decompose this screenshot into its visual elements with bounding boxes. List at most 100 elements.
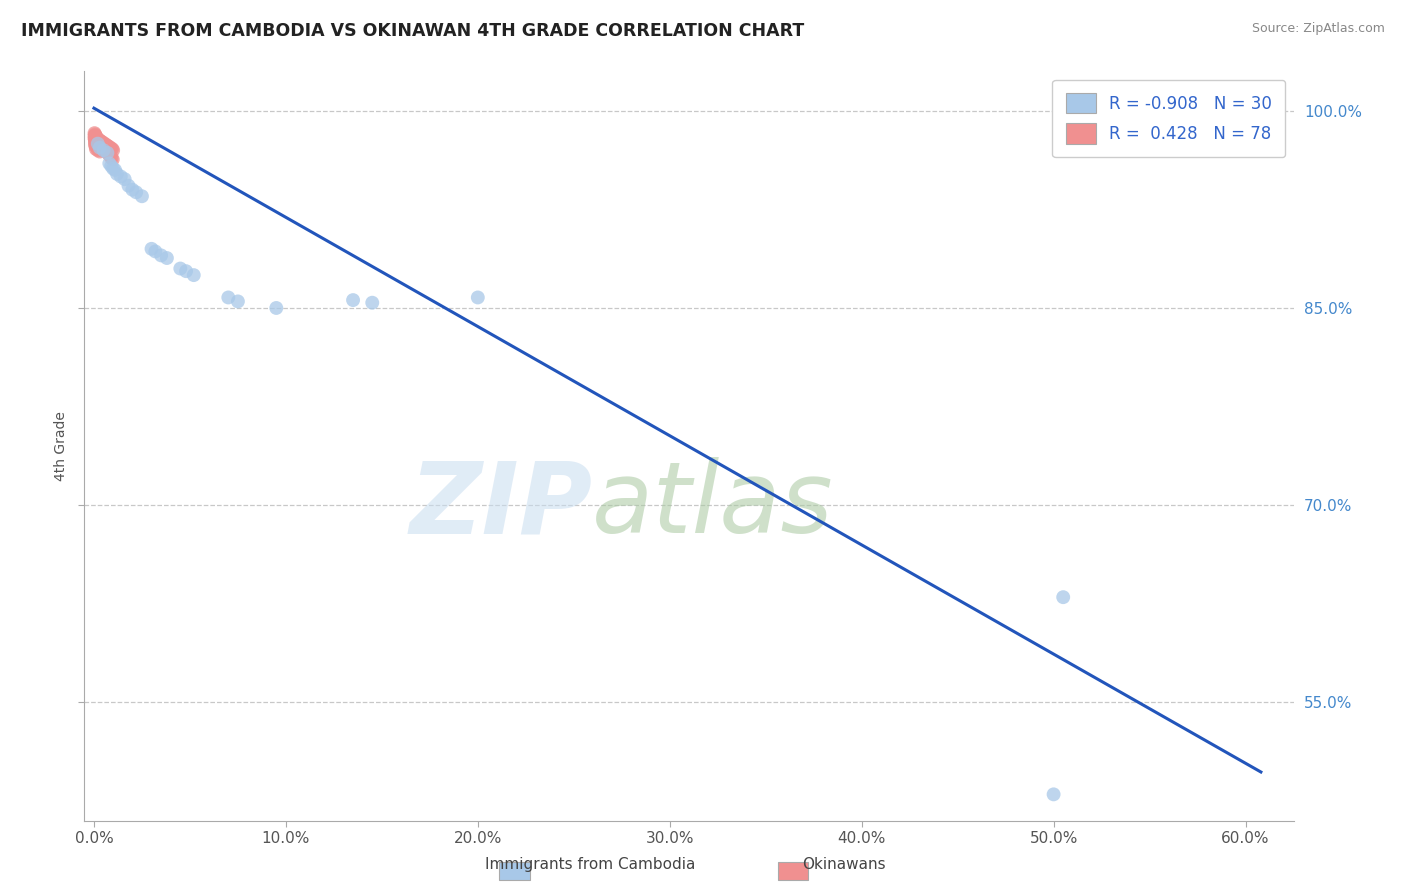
Point xyxy=(97,139,120,153)
Point xyxy=(93,142,115,156)
Point xyxy=(87,133,110,147)
Point xyxy=(84,136,107,150)
Point xyxy=(93,136,115,151)
Point xyxy=(1042,788,1064,802)
Point xyxy=(226,294,249,309)
Point xyxy=(96,139,118,153)
Point xyxy=(98,148,121,162)
Point xyxy=(90,140,112,154)
Point xyxy=(84,133,107,147)
Point xyxy=(145,244,167,259)
Point xyxy=(217,290,239,304)
Point xyxy=(84,134,107,148)
Point xyxy=(90,136,112,151)
Point xyxy=(84,136,107,151)
Point xyxy=(101,142,124,156)
Point xyxy=(101,153,124,167)
Point xyxy=(84,139,107,153)
Point xyxy=(131,189,153,203)
Text: ZIP: ZIP xyxy=(409,458,592,555)
Text: Source: ZipAtlas.com: Source: ZipAtlas.com xyxy=(1251,22,1385,36)
Text: IMMIGRANTS FROM CAMBODIA VS OKINAWAN 4TH GRADE CORRELATION CHART: IMMIGRANTS FROM CAMBODIA VS OKINAWAN 4TH… xyxy=(21,22,804,40)
Point xyxy=(94,143,117,157)
Point xyxy=(266,301,288,315)
Point xyxy=(89,134,111,148)
Point xyxy=(114,172,136,186)
Point xyxy=(89,136,111,150)
Point xyxy=(361,295,384,310)
Point xyxy=(96,145,118,159)
Point xyxy=(117,178,139,193)
Point xyxy=(87,138,110,153)
Point xyxy=(90,136,112,150)
Point xyxy=(84,130,107,145)
Point xyxy=(96,138,118,153)
Point xyxy=(98,140,121,154)
Point xyxy=(86,131,108,145)
Point xyxy=(87,140,110,154)
Point xyxy=(83,126,105,140)
Point xyxy=(467,290,489,304)
Point xyxy=(84,130,107,145)
Point xyxy=(87,133,110,147)
Point xyxy=(104,163,127,178)
Point xyxy=(105,167,128,181)
Point xyxy=(90,136,112,151)
Point xyxy=(87,133,110,147)
Point xyxy=(342,293,364,307)
Point xyxy=(84,131,107,145)
Point xyxy=(83,128,105,143)
Point xyxy=(96,142,118,156)
Point xyxy=(87,136,110,150)
Point xyxy=(89,139,111,153)
Point xyxy=(100,150,122,164)
Point xyxy=(94,138,117,153)
Point xyxy=(89,136,111,151)
Point xyxy=(87,136,110,150)
Point xyxy=(86,131,108,145)
Point xyxy=(84,138,107,153)
Point xyxy=(169,261,191,276)
Point xyxy=(94,140,117,154)
Point xyxy=(93,140,115,154)
Point xyxy=(101,143,124,157)
Point xyxy=(84,131,107,145)
Point xyxy=(91,139,114,153)
Point xyxy=(110,169,132,184)
Point xyxy=(98,156,121,170)
Point xyxy=(84,142,107,156)
Point xyxy=(96,145,118,160)
Text: atlas: atlas xyxy=(592,458,834,555)
Point xyxy=(100,159,122,173)
Point xyxy=(93,136,115,151)
Point xyxy=(89,145,111,159)
Point xyxy=(87,143,110,157)
Text: Okinawans: Okinawans xyxy=(801,857,886,872)
Point xyxy=(84,133,107,147)
Point xyxy=(100,142,122,156)
Point xyxy=(90,138,112,153)
Point xyxy=(98,143,121,157)
Point xyxy=(89,142,111,156)
Point xyxy=(94,142,117,156)
Point xyxy=(101,161,124,176)
Point xyxy=(183,268,205,282)
Point xyxy=(93,139,115,153)
Point xyxy=(86,134,108,148)
Point xyxy=(125,186,148,200)
Point xyxy=(89,140,111,154)
Point xyxy=(1052,590,1074,604)
Point xyxy=(86,134,108,148)
Point xyxy=(84,134,107,148)
Point xyxy=(84,128,107,142)
Point xyxy=(150,248,173,262)
Point xyxy=(84,128,107,143)
Point xyxy=(89,134,111,148)
Point xyxy=(86,136,108,151)
Point xyxy=(97,145,120,160)
Point xyxy=(156,251,179,265)
Point xyxy=(174,264,197,278)
Point xyxy=(90,134,112,148)
Point xyxy=(91,138,114,153)
Y-axis label: 4th Grade: 4th Grade xyxy=(53,411,67,481)
